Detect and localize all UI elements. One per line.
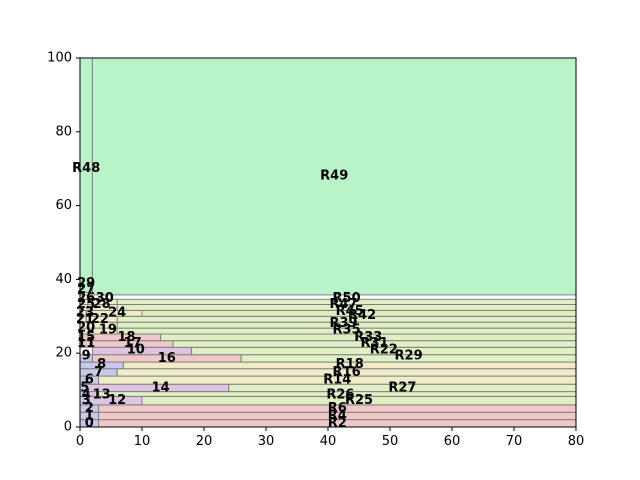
rect-label-r25: R25: [345, 393, 373, 408]
rect-label-13: 13: [93, 387, 111, 402]
rect-label-25: 25: [77, 297, 95, 312]
x-tick-label: 50: [382, 434, 399, 449]
x-tick-label: 20: [196, 434, 213, 449]
rect-label-15: 15: [77, 330, 95, 345]
y-tick-label: 40: [55, 272, 72, 287]
rect-label-2: 2: [85, 401, 94, 416]
rect-label-29: 29: [77, 276, 95, 291]
y-tick-label: 20: [55, 346, 72, 361]
rect-label-24: 24: [108, 305, 126, 320]
rect-label-r22: R22: [370, 343, 398, 358]
rect-label-r49: R49: [320, 169, 348, 184]
x-tick-label: 30: [258, 434, 275, 449]
rect-label-r33: R33: [354, 330, 382, 345]
rect-label-r29: R29: [395, 348, 423, 363]
rect-label-7: 7: [94, 365, 103, 380]
y-tick-label: 60: [55, 198, 72, 213]
rect-label-19: 19: [99, 322, 117, 337]
rect-label-18: 18: [117, 330, 135, 345]
rect-label-22: 22: [91, 312, 109, 327]
rect-label-8: 8: [97, 357, 106, 372]
rect-label-27: 27: [77, 282, 95, 297]
rect-label-r48: R48: [72, 161, 100, 176]
rect-label-r45: R45: [336, 304, 364, 319]
rect-label-14: 14: [152, 380, 170, 395]
rect-label-12: 12: [108, 393, 126, 408]
rect-label-26: 26: [77, 291, 95, 306]
rect-label-r39: R39: [329, 316, 357, 331]
rect-label-9: 9: [82, 348, 91, 363]
rect-label-r31: R31: [360, 336, 388, 351]
rect-label-r35: R35: [333, 322, 361, 337]
y-tick-label: 80: [55, 124, 72, 139]
rect-label-1: 1: [85, 408, 94, 423]
rect-label-0: 0: [85, 416, 94, 431]
rect-label-10: 10: [127, 343, 145, 358]
rect-label-r26: R26: [326, 387, 354, 402]
rect-label-r50: R50: [333, 291, 361, 306]
x-tick-label: 10: [134, 434, 151, 449]
rect-label-20: 20: [77, 321, 95, 336]
x-tick-label: 60: [444, 434, 461, 449]
x-tick-label: 40: [320, 434, 337, 449]
rect-label-r16: R16: [333, 365, 361, 380]
rect-label-28: 28: [93, 297, 111, 312]
rect-label-r14: R14: [323, 373, 351, 388]
x-tick-label: 70: [506, 434, 523, 449]
rect-label-17: 17: [124, 336, 142, 351]
y-tick-label: 100: [47, 51, 72, 66]
rect-label-5: 5: [80, 380, 89, 395]
rect-label-6: 6: [85, 373, 94, 388]
rect-label-r4: R4: [328, 408, 347, 423]
rect-label-r27: R27: [388, 380, 416, 395]
x-tick-label: 0: [76, 434, 84, 449]
rect-label-16: 16: [158, 351, 176, 366]
rect-label-r6: R6: [328, 401, 347, 416]
rect-label-3: 3: [82, 393, 91, 408]
rect-label-4: 4: [82, 387, 91, 402]
rect-label-11: 11: [77, 336, 95, 351]
rect-r49: [91, 57, 577, 296]
rect-label-r18: R18: [336, 357, 364, 372]
y-axis: 0 20 40 60 80 100: [47, 51, 80, 435]
x-axis: 0 10 20 30 40 50 60 70 80: [76, 427, 584, 449]
y-tick-label: 0: [64, 420, 72, 435]
rect-label-r42: R42: [348, 308, 376, 323]
rects-layer: [79, 57, 577, 428]
rect-label-30: 30: [96, 291, 114, 306]
rect-label-r47: R47: [329, 297, 357, 312]
x-tick-label: 80: [568, 434, 585, 449]
